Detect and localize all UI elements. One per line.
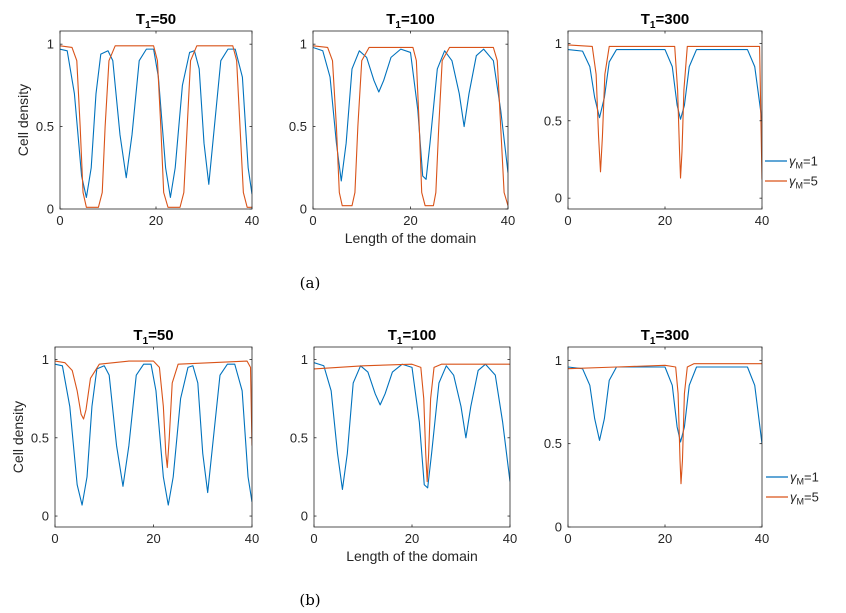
series-line-2	[55, 360, 252, 469]
x-axis-label: Length of the domain	[346, 548, 478, 564]
panel-b: 0 20 40 0 0.5 1 T1=50 Cell density 0 20 40 0 0.5 1 T1…	[10, 327, 819, 609]
x-tick-label: 20	[403, 213, 417, 228]
y-tick-label: 0.5	[290, 430, 308, 445]
series-line-2	[313, 45, 508, 207]
x-tick-label: 40	[245, 531, 259, 546]
x-tick-label: 0	[310, 531, 317, 546]
y-axis-label: Cell density	[15, 84, 31, 156]
y-tick-label: 1	[301, 352, 308, 367]
y-tick-label: 0	[47, 202, 54, 217]
y-tick-label: 0.5	[36, 119, 54, 134]
legend-label-1: γM=1	[789, 154, 818, 171]
subplot-b1: 0 20 40 0 0.5 1 T1=50 Cell density	[10, 327, 259, 546]
legend-label-1: γM=1	[790, 470, 819, 487]
subplot-a2: 0 20 40 0 0.5 1 T1=100 Length of the domain	[289, 11, 515, 246]
legend-b: γM=1 γM=5	[766, 470, 819, 507]
x-tick-label: 0	[564, 213, 571, 228]
series-line-1	[568, 366, 762, 444]
y-tick-label: 0	[301, 509, 308, 524]
series-line-2	[568, 44, 762, 180]
subplot-title: T1=300	[641, 327, 690, 347]
subplot-a1: 0 20 40 0 0.5 1 T1=50 Cell density	[15, 11, 259, 228]
y-axis-label: Cell density	[10, 401, 26, 473]
x-tick-label: 40	[755, 213, 769, 228]
y-tick-label: 0.5	[289, 119, 307, 134]
y-tick-label: 0.5	[544, 113, 562, 128]
axes-box	[312, 30, 509, 210]
series-line-2	[314, 363, 510, 483]
subplot-title: T1=300	[641, 11, 690, 31]
series-line-2	[60, 45, 252, 208]
x-tick-label: 40	[245, 213, 259, 228]
series-line-1	[313, 46, 508, 182]
x-tick-label: 0	[564, 531, 571, 546]
x-tick-label: 20	[658, 531, 672, 546]
y-tick-label: 0	[300, 202, 307, 217]
x-tick-label: 0	[309, 213, 316, 228]
caption-b: (b)	[299, 591, 320, 609]
y-tick-label: 0.5	[544, 436, 562, 451]
series-line-2	[568, 363, 762, 485]
x-tick-label: 20	[658, 213, 672, 228]
axes-box	[567, 30, 763, 210]
series-line-1	[314, 362, 510, 490]
y-tick-label: 0	[555, 191, 562, 206]
caption-a: (a)	[300, 274, 321, 292]
x-tick-label: 40	[501, 213, 515, 228]
subplot-b2: 0 20 40 0 0.5 1 T1=100 Length of the domain	[290, 327, 517, 564]
legend-a: γM=1 γM=5	[765, 154, 818, 191]
subplot-a3: 0 20 40 0 0.5 1 T1=300	[544, 11, 769, 228]
subplot-title: T1=100	[388, 327, 437, 347]
legend-label-2: γM=5	[789, 174, 818, 191]
x-axis-label: Length of the domain	[345, 230, 477, 246]
axes-box	[567, 346, 763, 528]
y-tick-label: 1	[42, 352, 49, 367]
x-tick-label: 0	[51, 531, 58, 546]
x-tick-label: 20	[146, 531, 160, 546]
y-tick-label: 0	[555, 520, 562, 535]
subplot-b3: 0 20 40 0 0.5 1 T1=300	[544, 327, 769, 546]
subplot-title: T1=50	[133, 327, 173, 347]
legend-label-2: γM=5	[790, 490, 819, 507]
axes-box	[54, 346, 253, 528]
y-tick-label: 1	[555, 36, 562, 51]
axes-box	[313, 346, 511, 528]
y-tick-label: 1	[555, 353, 562, 368]
subplot-title: T1=100	[386, 11, 435, 31]
series-line-1	[60, 48, 252, 199]
x-tick-label: 40	[755, 531, 769, 546]
subplot-title: T1=50	[136, 11, 176, 31]
panel-a: 0 20 40 0 0.5 1 T1=50 Cell density 0 20 40 0 0.5 1 T1…	[15, 11, 818, 292]
x-tick-label: 0	[56, 213, 63, 228]
x-tick-label: 40	[503, 531, 517, 546]
y-tick-label: 1	[300, 37, 307, 52]
series-line-1	[568, 49, 762, 121]
y-tick-label: 0.5	[31, 430, 49, 445]
y-tick-label: 0	[42, 509, 49, 524]
y-tick-label: 1	[47, 37, 54, 52]
x-tick-label: 20	[149, 213, 163, 228]
series-line-1	[55, 363, 252, 506]
x-tick-label: 20	[405, 531, 419, 546]
